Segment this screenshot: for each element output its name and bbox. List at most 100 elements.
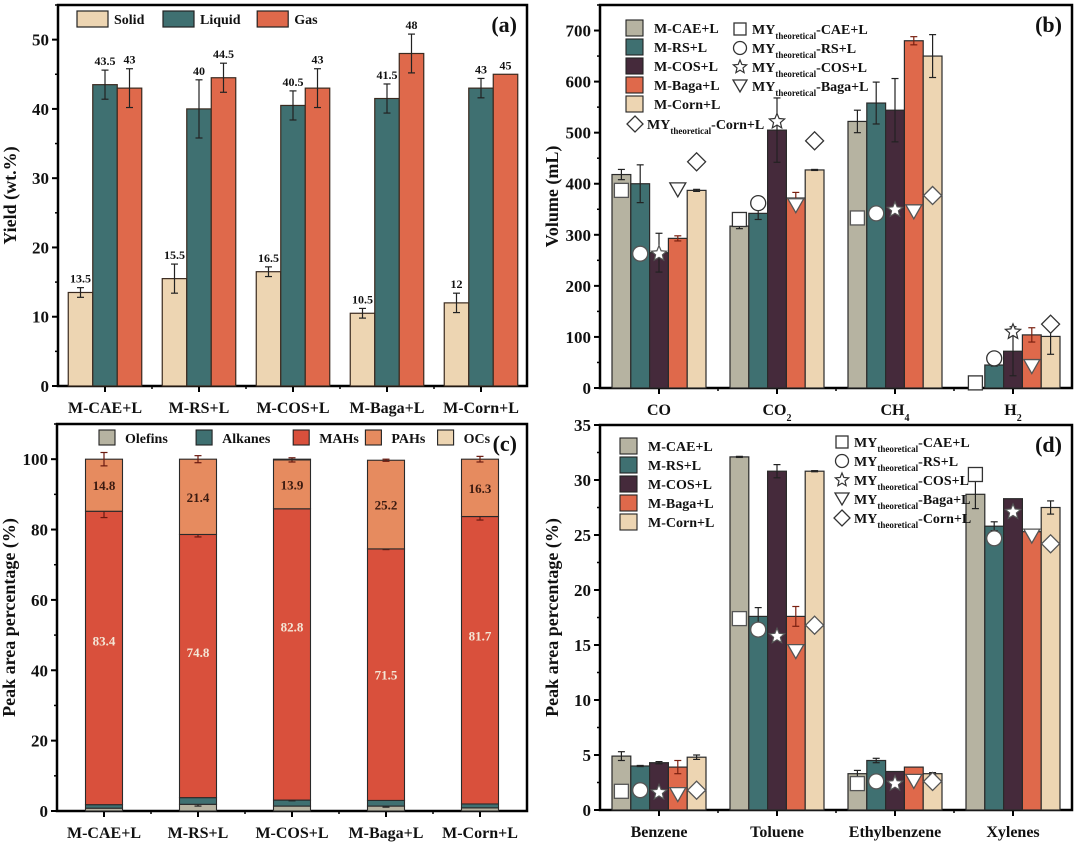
data-label: 44.5 [213,47,234,61]
stack-segment-pahs [178,458,218,536]
legend-swatch-liquid [162,10,195,28]
stack-segment-mahs [84,510,124,806]
segment-label: 13.9 [281,477,304,492]
marker-circle [750,194,767,212]
bar-liquid [280,104,306,387]
data-label: 40.5 [283,75,304,89]
legend-label: MYtheoretical-Corn+L [854,512,971,530]
y-tick-label: 35 [574,416,591,435]
segment-label: 25.2 [375,498,398,513]
stack-segment-ocs [272,458,312,461]
legend-label: M-Baga+L [654,79,720,94]
marker-diamond [922,771,943,792]
legend-label: OCs [464,432,491,447]
legend-label: M-Corn+L [654,98,720,113]
y-tick-label: 40 [31,661,48,680]
y-tick-label: 500 [566,124,592,143]
bar-gas [304,87,331,387]
legend-label: M-Corn+L [648,516,714,531]
legend-label: M-CAE+L [648,440,713,455]
y-tick-label: 20 [32,238,49,257]
segment-label: 16.3 [469,481,492,496]
bar [884,109,905,389]
marker-diamond [1040,314,1061,335]
stack-segment-alkanes [178,797,218,805]
bar [729,225,750,389]
y-tick-label: 25 [574,526,591,545]
x-tick-label: M-COS+L [256,400,329,417]
bar-liquid [92,84,118,387]
y-tick-label: 200 [566,277,592,296]
marker-star [1003,322,1023,340]
marker-star [885,774,905,792]
legend-swatch-gas [256,10,289,28]
stack-segment-olefins [272,805,312,812]
marker-square [733,22,747,36]
data-label: 40 [193,64,205,78]
marker-triangle-down [833,492,851,507]
y-tick-label: 100 [566,328,592,347]
data-label: 48 [406,18,418,32]
legend-swatch-pahs [364,429,382,446]
legend-label: MAHs [319,432,359,447]
x-tick-label: CO2 [763,402,792,424]
marker-diamond [804,130,825,151]
marker-diamond [804,615,825,636]
bar-solid [443,302,470,387]
legend-label: M-CAE+L [654,22,719,37]
bar-liquid [468,87,494,387]
legend-swatch [619,513,638,531]
data-label: 45 [500,58,512,72]
x-tick-label: M-Baga+L [350,400,425,417]
stack-segment-alkanes [366,799,406,807]
bar [922,55,943,389]
marker-star [767,111,787,130]
data-label: 43 [312,53,324,67]
y-tick-label: 100 [23,450,49,469]
marker-star [649,782,669,801]
bar [804,470,825,811]
bar-solid [255,271,282,387]
legend-swatch-ocs [437,429,455,446]
marker-square [849,210,866,226]
y-tick-label: 15 [574,636,591,655]
legend-label: MYtheoretical-CAE+L [854,436,970,454]
bar [1021,531,1042,811]
y-tick-label: 40 [32,100,49,119]
legend-label: M-RS+L [648,459,701,474]
marker-diamond [626,115,644,133]
data-label: 43 [475,62,487,76]
marker-triangle-down [786,643,805,660]
x-tick-label: CO [647,402,671,419]
marker-triangle-down [668,182,687,199]
y-tick-label: 600 [566,73,592,92]
stack-segment-pahs [366,459,406,550]
y-tick-label: 20 [574,581,591,600]
data-label: 16.5 [258,251,279,265]
marker-star [731,58,749,74]
y-tick-label: 0 [583,379,592,398]
segment-label: 74.8 [187,645,210,660]
marker-star [1003,502,1023,520]
y-axis-title: Peak area percentage (%) [542,518,563,717]
marker-square [835,435,849,449]
bar [847,120,868,389]
marker-triangle-down [904,204,923,221]
segment-label: 21.4 [187,490,210,505]
y-tick-label: 0 [40,802,49,821]
bar [766,129,787,389]
bar [984,364,1005,389]
data-label: 12 [451,277,463,291]
legend-label: Gas [294,13,318,28]
marker-diamond [833,509,851,527]
legend-label: MYtheoretical-CAE+L [752,23,868,41]
legend-label: MYtheoretical-Baga+L [752,80,868,98]
stack-segment-alkanes [460,803,500,809]
panel-tag: (a) [491,12,517,37]
bar-solid [67,291,94,387]
legend-label: M-COS+L [648,478,712,493]
marker-square [731,211,748,228]
y-tick-label: 30 [574,471,591,490]
y-tick-label: 0 [41,377,50,396]
